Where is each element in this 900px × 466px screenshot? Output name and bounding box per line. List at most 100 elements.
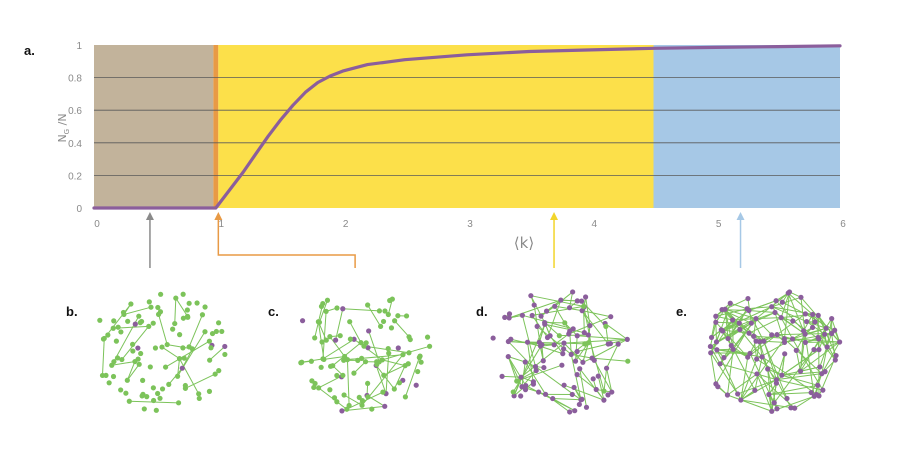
y-axis-label-sub: G xyxy=(63,129,71,134)
network-edge xyxy=(806,321,825,335)
network-edge xyxy=(787,292,813,315)
network-node xyxy=(824,344,830,350)
network-node xyxy=(514,378,520,384)
network-edge xyxy=(552,398,581,401)
network-node xyxy=(381,372,387,378)
network-node xyxy=(797,368,804,374)
network-node xyxy=(720,328,726,334)
x-tick-6: 6 xyxy=(840,219,846,230)
network-node xyxy=(347,336,354,342)
network-node xyxy=(766,391,772,398)
network-node xyxy=(784,395,790,402)
network-node xyxy=(802,311,808,317)
network-edge xyxy=(335,308,344,341)
network-node xyxy=(130,348,136,354)
network-edge xyxy=(121,326,150,360)
network-node xyxy=(186,300,192,306)
network-node xyxy=(566,305,573,311)
network-edge xyxy=(792,338,824,391)
network-node xyxy=(751,333,757,339)
network-node xyxy=(202,329,208,335)
network-node xyxy=(737,326,743,333)
network-node xyxy=(109,362,115,368)
network-node xyxy=(815,382,821,388)
network-edge xyxy=(382,359,406,367)
network-node xyxy=(580,303,587,310)
network-node xyxy=(560,351,566,357)
network-node xyxy=(715,384,721,390)
network-node xyxy=(713,339,720,345)
marker-arrowhead-2 xyxy=(550,212,559,220)
network-node xyxy=(589,355,595,361)
network-label-2: d. xyxy=(476,304,488,319)
network-node xyxy=(159,344,165,350)
network-node xyxy=(216,368,222,374)
network-node xyxy=(386,350,392,356)
network-node xyxy=(753,316,759,322)
network-node xyxy=(415,368,421,375)
network-node xyxy=(542,319,548,326)
network-edge xyxy=(570,354,582,400)
network-edge xyxy=(323,355,345,360)
network-edge xyxy=(719,348,734,365)
network-node xyxy=(158,291,164,297)
x-tick-5: 5 xyxy=(716,219,722,230)
y-tick-2: 0.4 xyxy=(68,139,82,150)
network-edge xyxy=(502,375,522,378)
y-tick-labels: 0 0.2 0.4 0.6 0.8 1 xyxy=(68,41,82,215)
network-edge xyxy=(318,374,344,389)
network-node xyxy=(782,351,788,357)
network-edge xyxy=(577,335,628,340)
y-tick-3: 0.6 xyxy=(68,106,82,117)
network-node xyxy=(815,312,821,318)
network-node xyxy=(155,311,162,317)
network-node xyxy=(570,289,576,295)
network-edge xyxy=(175,297,188,317)
network-node xyxy=(340,306,346,312)
network-node xyxy=(395,313,401,319)
network-node xyxy=(748,320,754,326)
network-node xyxy=(166,381,172,388)
network-node xyxy=(180,291,186,297)
network-edge xyxy=(710,352,717,384)
network-node xyxy=(206,388,213,394)
network-node xyxy=(378,323,384,329)
network-node xyxy=(396,380,403,386)
network-node xyxy=(736,320,742,326)
network-node xyxy=(199,312,206,318)
network-node xyxy=(779,372,785,378)
network-node xyxy=(182,382,188,389)
network-node xyxy=(561,346,567,352)
network-edge xyxy=(587,334,605,392)
network-node xyxy=(745,354,751,360)
network-node xyxy=(769,304,775,310)
network-node xyxy=(324,297,331,303)
network-node xyxy=(172,320,178,327)
network-node xyxy=(139,393,145,399)
network-edge xyxy=(507,341,537,371)
network-edge xyxy=(749,353,778,409)
network-edge xyxy=(763,341,777,380)
network-node xyxy=(773,298,779,304)
network-edge xyxy=(592,357,628,362)
network-node xyxy=(808,389,814,396)
network-node xyxy=(727,300,733,306)
network-edge xyxy=(346,359,350,406)
network-edge xyxy=(800,297,806,335)
network-node xyxy=(541,364,547,371)
network-node xyxy=(746,330,752,336)
network-node xyxy=(774,332,780,338)
region-0 xyxy=(94,45,214,208)
network-node xyxy=(164,341,170,348)
network-node xyxy=(823,325,829,331)
network-node xyxy=(318,364,324,370)
network-node xyxy=(389,296,395,302)
network-edge xyxy=(585,296,591,326)
network-node xyxy=(714,347,720,353)
network-edge xyxy=(763,341,788,399)
network-node xyxy=(774,406,780,412)
network-node xyxy=(508,336,514,342)
network-node xyxy=(333,337,339,343)
network-node xyxy=(148,304,154,310)
